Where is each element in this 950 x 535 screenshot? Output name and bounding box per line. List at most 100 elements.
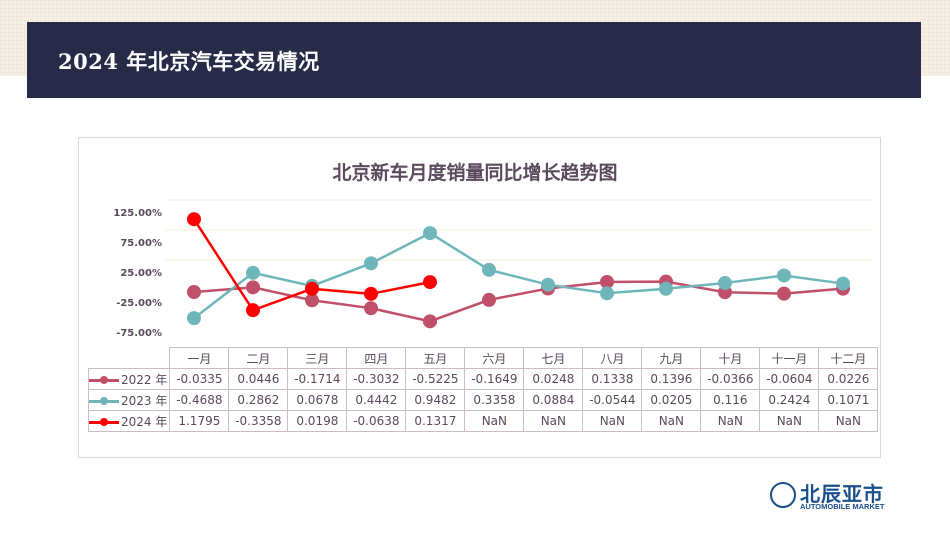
table-cell: 0.2862 [228,389,289,411]
series-legend: 2022 年 [87,368,171,390]
table-cell: 0.0198 [287,410,348,432]
data-point [305,293,319,308]
table-cell: 0.1071 [818,389,879,411]
table-cell: -0.3032 [346,368,407,390]
data-point [836,276,850,291]
category-header: 二月 [228,347,289,369]
table-cell: NaN [464,410,525,432]
data-point [777,268,791,283]
table-cell: 0.0884 [523,389,584,411]
table-cell: 0.116 [700,389,761,411]
chart-title: 北京新车月度销量同比增长趋势图 [332,162,618,184]
y-tick-label: -25.00% [116,298,162,309]
table-cell: -0.3358 [228,410,289,432]
table-cell: 0.0678 [287,389,348,411]
series-name: 2022 年 [121,372,168,387]
table-cell: 0.9482 [405,389,466,411]
table-cell: NaN [818,410,879,432]
category-header: 六月 [464,347,525,369]
table-cell: -0.0335 [169,368,230,390]
table-cell: -0.1649 [464,368,525,390]
data-point [246,265,260,280]
table-cell: -0.4688 [169,389,230,411]
logo-mark-icon [770,482,796,508]
table-cell: -0.5225 [405,368,466,390]
data-point [423,226,437,241]
category-header: 四月 [346,347,407,369]
category-header: 一月 [169,347,230,369]
data-point [187,212,201,227]
data-point [364,301,378,316]
data-point [482,262,496,277]
table-cell: NaN [523,410,584,432]
category-header: 七月 [523,347,584,369]
data-point [718,276,732,291]
data-point [423,314,437,329]
y-tick-label: 75.00% [120,238,162,249]
table-cell: 0.0226 [818,368,879,390]
legend-marker-icon [89,397,119,405]
data-point [777,286,791,301]
legend-marker-icon [89,376,119,384]
data-point [187,311,201,326]
table-cell: 0.0205 [641,389,702,411]
legend-marker-icon [89,418,119,426]
y-tick-label: 25.00% [120,268,162,279]
table-row: 2024 年 1.1795 -0.3358 0.0198 -0.0638 0.1317 Na… [87,410,879,432]
category-header: 十二月 [818,347,879,369]
logo-subtext: AUTOMOBILE MARKET [800,502,885,511]
y-tick-label: 125.00% [113,208,162,219]
data-point [246,280,260,295]
table-cell: 0.1317 [405,410,466,432]
y-tick-label: -75.00% [116,328,162,339]
data-point [659,281,673,296]
data-point [364,256,378,271]
series-line-1 [193,231,844,320]
series-name: 2024 年 [121,414,168,429]
table-row: 2023 年 -0.4688 0.2862 0.0678 0.4442 0.9482 0.3… [87,389,879,411]
table-cell: 0.3358 [464,389,525,411]
table-cell: 0.0446 [228,368,289,390]
data-table: 一月 二月 三月 四月 五月 六月 七月 八月 九月 十月 十一月 十二月 2022 年 -0.0335 0… [87,347,879,432]
data-point [600,286,614,301]
data-point [600,274,614,289]
table-cell: 0.4442 [346,389,407,411]
table-cell: NaN [759,410,820,432]
page-title: 2024 年北京汽车交易情况 [58,49,320,74]
header-bar: 2024 年北京汽车交易情况 [27,22,921,98]
table-cell: NaN [641,410,702,432]
category-header: 五月 [405,347,466,369]
category-header: 九月 [641,347,702,369]
series-legend: 2023 年 [87,389,171,411]
category-header: 十月 [700,347,761,369]
table-corner [89,348,170,369]
table-cell: 1.1795 [169,410,230,432]
table-cell: 0.1396 [641,368,702,390]
table-cell: 0.1338 [582,368,643,390]
table-cell: 0.0248 [523,368,584,390]
series-name: 2023 年 [121,393,168,408]
table-cell: -0.1714 [287,368,348,390]
series-line-0 [193,280,844,323]
data-point [187,285,201,300]
logo-text: 北辰亚市 [800,482,884,506]
table-row: 2022 年 -0.0335 0.0446 -0.1714 -0.3032 -0.5225… [87,368,879,390]
company-logo: 北辰亚市 AUTOMOBILE MARKET [770,480,900,514]
table-cell: NaN [700,410,761,432]
data-point [482,292,496,307]
table-cell: NaN [582,410,643,432]
table-cell: -0.0604 [759,368,820,390]
category-header: 八月 [582,347,643,369]
data-point [423,275,437,290]
table-cell: -0.0544 [582,389,643,411]
category-header: 三月 [287,347,348,369]
series-legend: 2024 年 [87,410,171,432]
data-point [364,286,378,301]
table-cell: -0.0366 [700,368,761,390]
table-cell: 0.2424 [759,389,820,411]
data-point [541,277,555,292]
table-cell: -0.0638 [346,410,407,432]
data-point [246,303,260,318]
data-point [305,281,319,296]
